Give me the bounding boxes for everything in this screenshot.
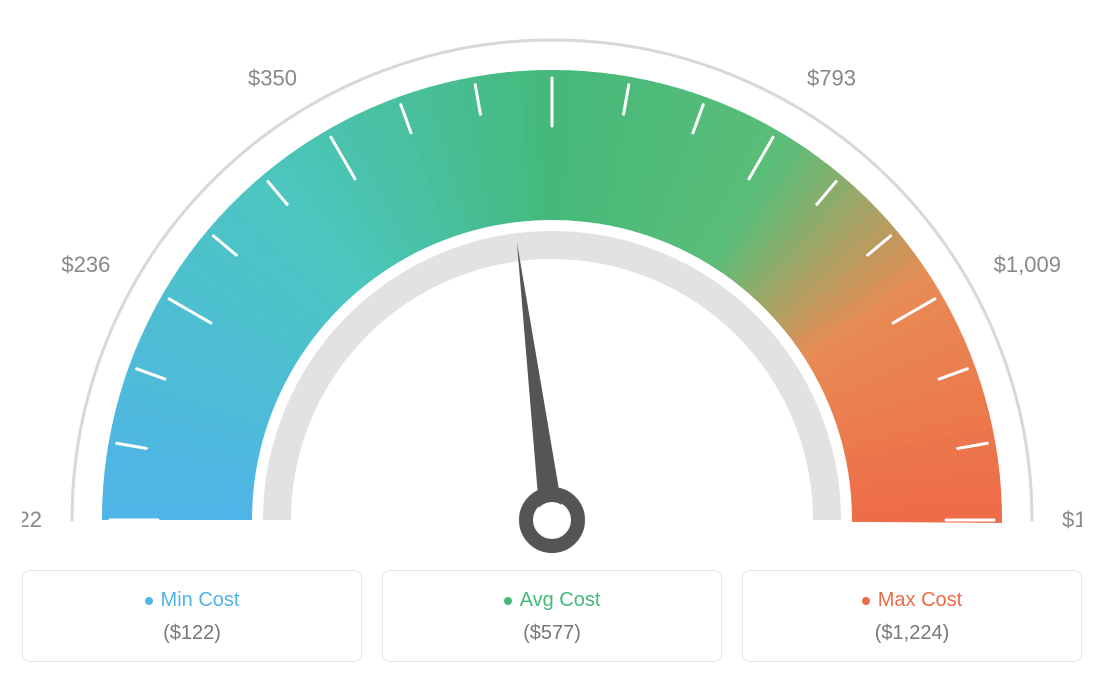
gauge-needle [517,242,564,521]
gauge-tick-label: $577 [528,20,577,22]
legend-card: Max Cost ($1,224) [742,570,1082,662]
legend-dot-icon [504,597,512,605]
legend-dot-icon [862,597,870,605]
legend-title: Min Cost [145,589,240,612]
gauge-hub-inner [534,502,570,538]
legend-row: Min Cost ($122) Avg Cost ($577) Max Cost ($1,… [22,570,1082,662]
legend-value: ($122) [33,622,351,645]
legend-label: Min Cost [161,589,240,612]
legend-value: ($577) [393,622,711,645]
gauge-tick-label: $122 [22,507,42,532]
gauge-svg: $122 $236 $350 $577 $793 $1,009 $1,224 [22,20,1082,560]
gauge-tick-label: $1,224 [1062,507,1082,532]
legend-dot-icon [145,597,153,605]
gauge-tick-label: $350 [248,65,297,90]
gauge-tick-label: $236 [61,252,110,277]
legend-card: Min Cost ($122) [22,570,362,662]
legend-value: ($1,224) [753,622,1071,645]
gauge-tick-label: $1,009 [994,252,1061,277]
legend-card: Avg Cost ($577) [382,570,722,662]
legend-label: Max Cost [878,589,962,612]
gauge-tick-label: $793 [807,65,856,90]
legend-title: Avg Cost [504,589,601,612]
legend-title: Max Cost [862,589,962,612]
cost-gauge-chart: $122 $236 $350 $577 $793 $1,009 $1,224 [22,20,1082,560]
legend-label: Avg Cost [520,589,601,612]
